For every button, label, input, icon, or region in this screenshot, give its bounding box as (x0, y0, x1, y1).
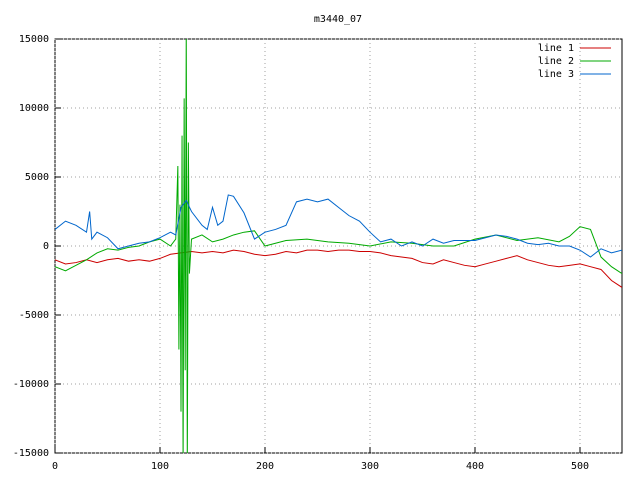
x-tick-label: 500 (571, 461, 589, 472)
y-tick-label: -15000 (13, 448, 49, 459)
x-tick-label: 0 (52, 461, 58, 472)
y-tick-label: 15000 (19, 34, 49, 45)
legend-label: line 3 (538, 69, 574, 80)
x-tick-label: 300 (361, 461, 379, 472)
x-tick-label: 400 (466, 461, 484, 472)
legend-label: line 1 (538, 43, 574, 54)
series-line (55, 39, 622, 453)
series-line (55, 249, 622, 288)
chart-title: m3440_07 (314, 14, 362, 25)
y-tick-label: -5000 (19, 310, 49, 321)
y-tick-label: 10000 (19, 103, 49, 114)
series-line (55, 194, 622, 258)
legend-label: line 2 (538, 56, 574, 67)
y-tick-label: 0 (43, 241, 49, 252)
x-tick-label: 100 (151, 461, 169, 472)
y-tick-label: -10000 (13, 379, 49, 390)
y-tick-label: 5000 (25, 172, 49, 183)
plot-area (55, 39, 622, 453)
x-tick-label: 200 (256, 461, 274, 472)
